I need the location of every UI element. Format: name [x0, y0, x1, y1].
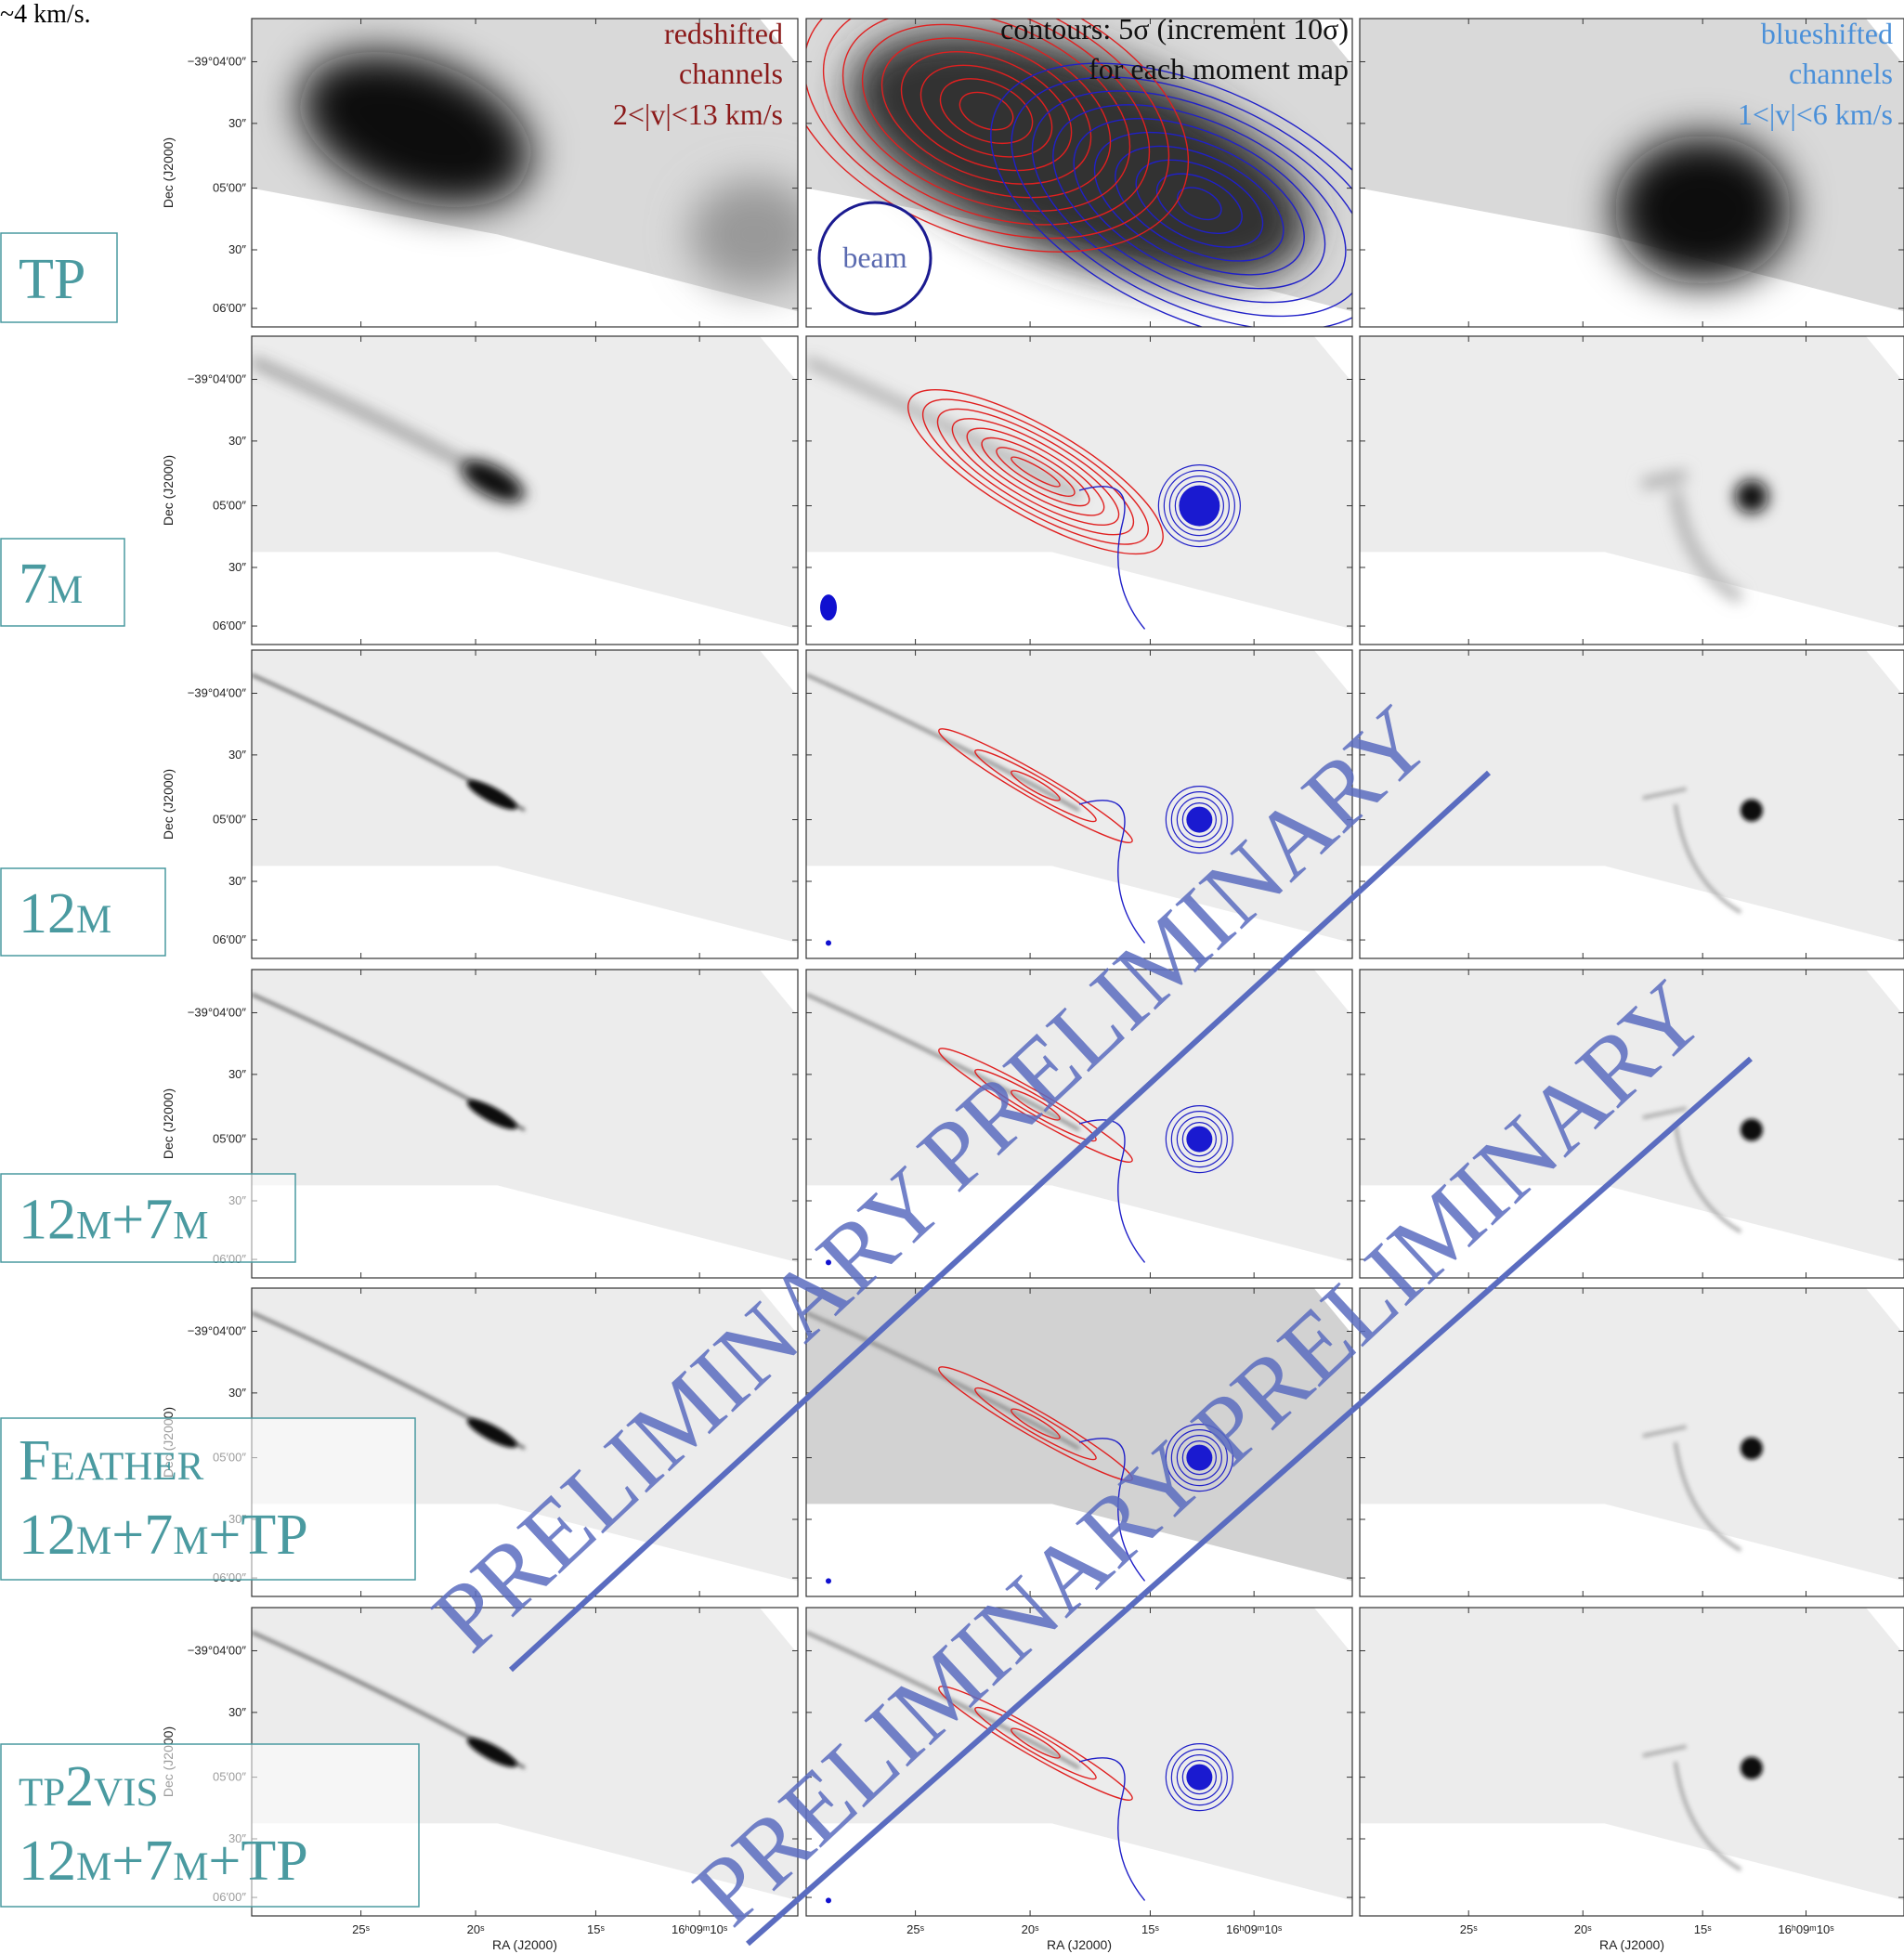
- y-axis-label: Dec (J2000): [161, 769, 176, 840]
- redshift-annotation: channels: [679, 57, 783, 90]
- x-tick-label: 16ʰ09ᵐ10ˢ: [1778, 1922, 1834, 1936]
- y-tick-label: −39°04′00″: [188, 1323, 247, 1337]
- panel: [252, 336, 798, 645]
- y-tick-label: 30″: [228, 434, 246, 448]
- y-tick-label: −39°04′00″: [188, 1005, 247, 1019]
- y-tick-label: 05′00″: [213, 499, 246, 513]
- y-tick-label: 30″: [228, 560, 246, 574]
- row-label: Feather: [19, 1429, 204, 1492]
- x-axis-label: RA (J2000): [1047, 1937, 1112, 1952]
- y-tick-label: −39°04′00″: [188, 1643, 247, 1657]
- y-tick-label: 30″: [228, 1705, 246, 1719]
- beam-mark: [826, 940, 831, 945]
- x-axis-label: RA (J2000): [492, 1937, 557, 1952]
- panel: [252, 970, 798, 1278]
- panel: [1360, 1608, 1904, 1916]
- y-axis-label: Dec (J2000): [161, 455, 176, 526]
- blueshift-annotation: 1<|v|<6 km/s: [1738, 98, 1893, 131]
- x-tick-label: 20ˢ: [1574, 1922, 1592, 1936]
- blue-core: [1179, 486, 1219, 527]
- y-tick-label: 30″: [228, 1386, 246, 1400]
- row-label: tp2vis: [19, 1755, 158, 1818]
- emission: [689, 178, 819, 290]
- y-tick-label: 30″: [228, 242, 246, 256]
- row-label: TP: [19, 248, 85, 311]
- redshift-annotation: redshifted: [664, 17, 783, 50]
- row-label: 12m: [19, 882, 111, 945]
- contour-annotation: contours: 5σ (increment 10σ): [1000, 12, 1349, 46]
- beam-mark: [820, 594, 837, 620]
- x-tick-label: 15ˢ: [1141, 1922, 1159, 1936]
- row-label: 7m: [19, 553, 83, 616]
- beam-mark: [826, 1578, 831, 1583]
- blue-core: [1186, 807, 1212, 833]
- emission: [1614, 136, 1791, 284]
- y-tick-label: 30″: [228, 748, 246, 762]
- y-tick-label: 05′00″: [213, 813, 246, 827]
- row-label: 12m+7m: [19, 1189, 208, 1252]
- y-axis-label: Dec (J2000): [161, 137, 176, 208]
- y-tick-label: 30″: [228, 1067, 246, 1081]
- panel: [806, 336, 1352, 645]
- x-tick-label: 20ˢ: [467, 1922, 485, 1936]
- blueshift-annotation: channels: [1789, 57, 1893, 90]
- beam-mark: [826, 1897, 831, 1903]
- figure: ~4 km/s. −39°04′00″ 30″ 05′00″ 30″ 06′00″ Dec…: [0, 0, 1904, 1954]
- x-tick-label: 25ˢ: [352, 1922, 370, 1936]
- emission: [1741, 1119, 1763, 1141]
- x-tick-label: 16ʰ09ᵐ10ˢ: [672, 1922, 728, 1936]
- y-tick-label: −39°04′00″: [188, 371, 247, 385]
- x-axis-label: RA (J2000): [1599, 1937, 1664, 1952]
- row-label: 12m+7m+TP: [19, 1504, 308, 1567]
- x-tick-label: 15ˢ: [1694, 1922, 1712, 1936]
- x-tick-label: 20ˢ: [1022, 1922, 1039, 1936]
- row-label: 12m+7m+TP: [19, 1830, 308, 1893]
- y-tick-label: 05′00″: [213, 1132, 246, 1146]
- page: {"caption_fragment": "~4 km/s.", "rows":…: [0, 0, 1904, 1954]
- emission: [1735, 480, 1768, 514]
- blue-core: [1186, 1765, 1212, 1791]
- redshift-annotation: 2<|v|<13 km/s: [613, 98, 783, 131]
- y-tick-label: −39°04′00″: [188, 685, 247, 699]
- x-tick-label: 16ʰ09ᵐ10ˢ: [1226, 1922, 1283, 1936]
- y-axis-label: Dec (J2000): [161, 1088, 176, 1159]
- y-tick-label: 05′00″: [213, 181, 246, 195]
- blueshift-annotation: blueshifted: [1761, 17, 1893, 50]
- beam-label: beam: [842, 241, 906, 274]
- blue-core: [1186, 1127, 1212, 1153]
- x-tick-label: 15ˢ: [587, 1922, 605, 1936]
- x-tick-label: 25ˢ: [1460, 1922, 1478, 1936]
- panel: [1360, 650, 1904, 958]
- contour-annotation: for each moment map: [1089, 52, 1349, 85]
- y-tick-label: −39°04′00″: [188, 54, 247, 68]
- panel: [252, 650, 798, 958]
- y-tick-label: 06′00″: [213, 301, 246, 315]
- emission: [1741, 1438, 1763, 1460]
- panel: [1360, 336, 1904, 645]
- caption-fragment: ~4 km/s.: [0, 0, 91, 29]
- y-tick-label: 30″: [228, 874, 246, 888]
- y-tick-label: 06′00″: [213, 619, 246, 632]
- y-tick-label: 06′00″: [213, 932, 246, 946]
- x-tick-label: 25ˢ: [906, 1922, 924, 1936]
- y-tick-label: 30″: [228, 116, 246, 130]
- emission: [1741, 1757, 1763, 1779]
- emission: [1741, 800, 1763, 822]
